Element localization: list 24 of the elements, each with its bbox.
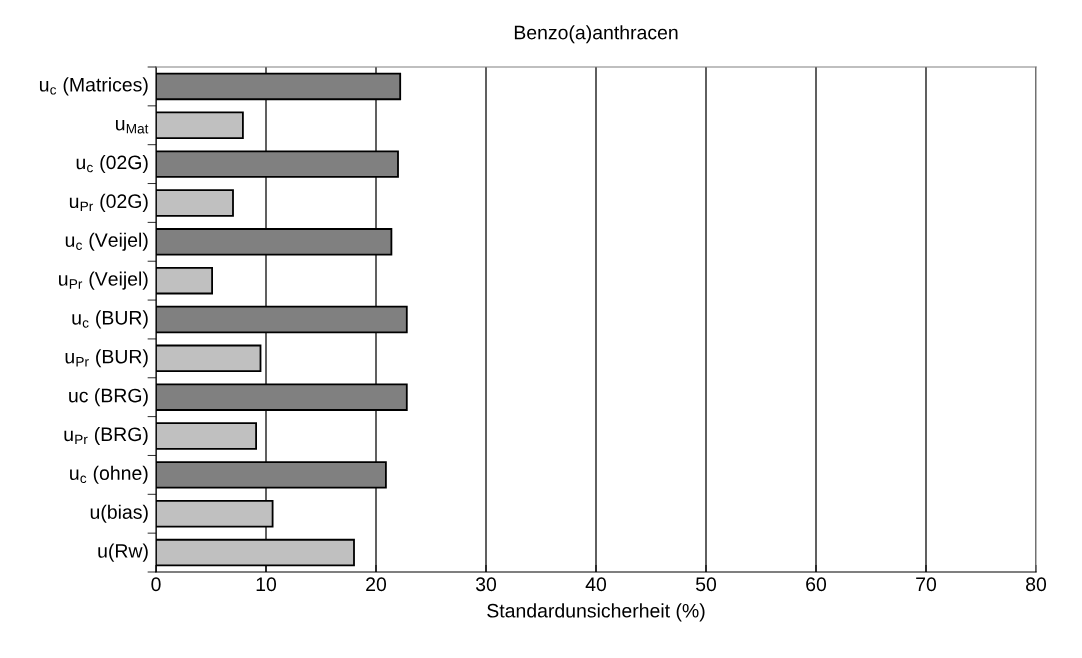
x-tick-label: 0	[151, 577, 161, 592]
y-tick-label: u$_{c}$ (Matrices)	[39, 77, 148, 96]
chart-title: Benzo(a)anthracen	[514, 25, 678, 44]
y-tick-label: u$_{c}$ (02G)	[76, 154, 148, 174]
y-tick-label: u$_{Pr}$ (02G)	[69, 193, 148, 212]
x-tick-label: 40	[585, 577, 607, 592]
x-tick-label: 60	[806, 577, 827, 592]
x-tick-label: 50	[695, 577, 717, 592]
x-tick-label: 80	[1026, 577, 1047, 592]
x-tick-label: 30	[475, 577, 497, 592]
y-tick-label: u(Rw)	[98, 543, 148, 562]
y-tick-label: u$_{Pr}$ (BUR)	[65, 349, 148, 368]
y-tick-label: u(bias)	[90, 504, 148, 523]
x-tick-label: 20	[366, 577, 387, 592]
x-tick-label: 70	[916, 577, 937, 592]
x-axis-title: Standardunsicherheit (%)	[487, 603, 705, 622]
y-tick-label: u$_{Pr}$ (Veijel)	[59, 271, 148, 290]
y-tick-label: u$_{Mat}$	[116, 119, 149, 134]
y-tick-label: u$_{c}$ (ohne)	[70, 465, 148, 484]
y-tick-label: u$_{c}$ (Veijel)	[65, 232, 148, 251]
y-tick-label: u$_{c}$ (BUR)	[72, 310, 148, 329]
y-tick-label: uc (BRG)	[69, 388, 148, 407]
y-tick-label: u$_{Pr}$ (BRG)	[64, 426, 148, 446]
x-tick-label: 10	[256, 577, 277, 592]
